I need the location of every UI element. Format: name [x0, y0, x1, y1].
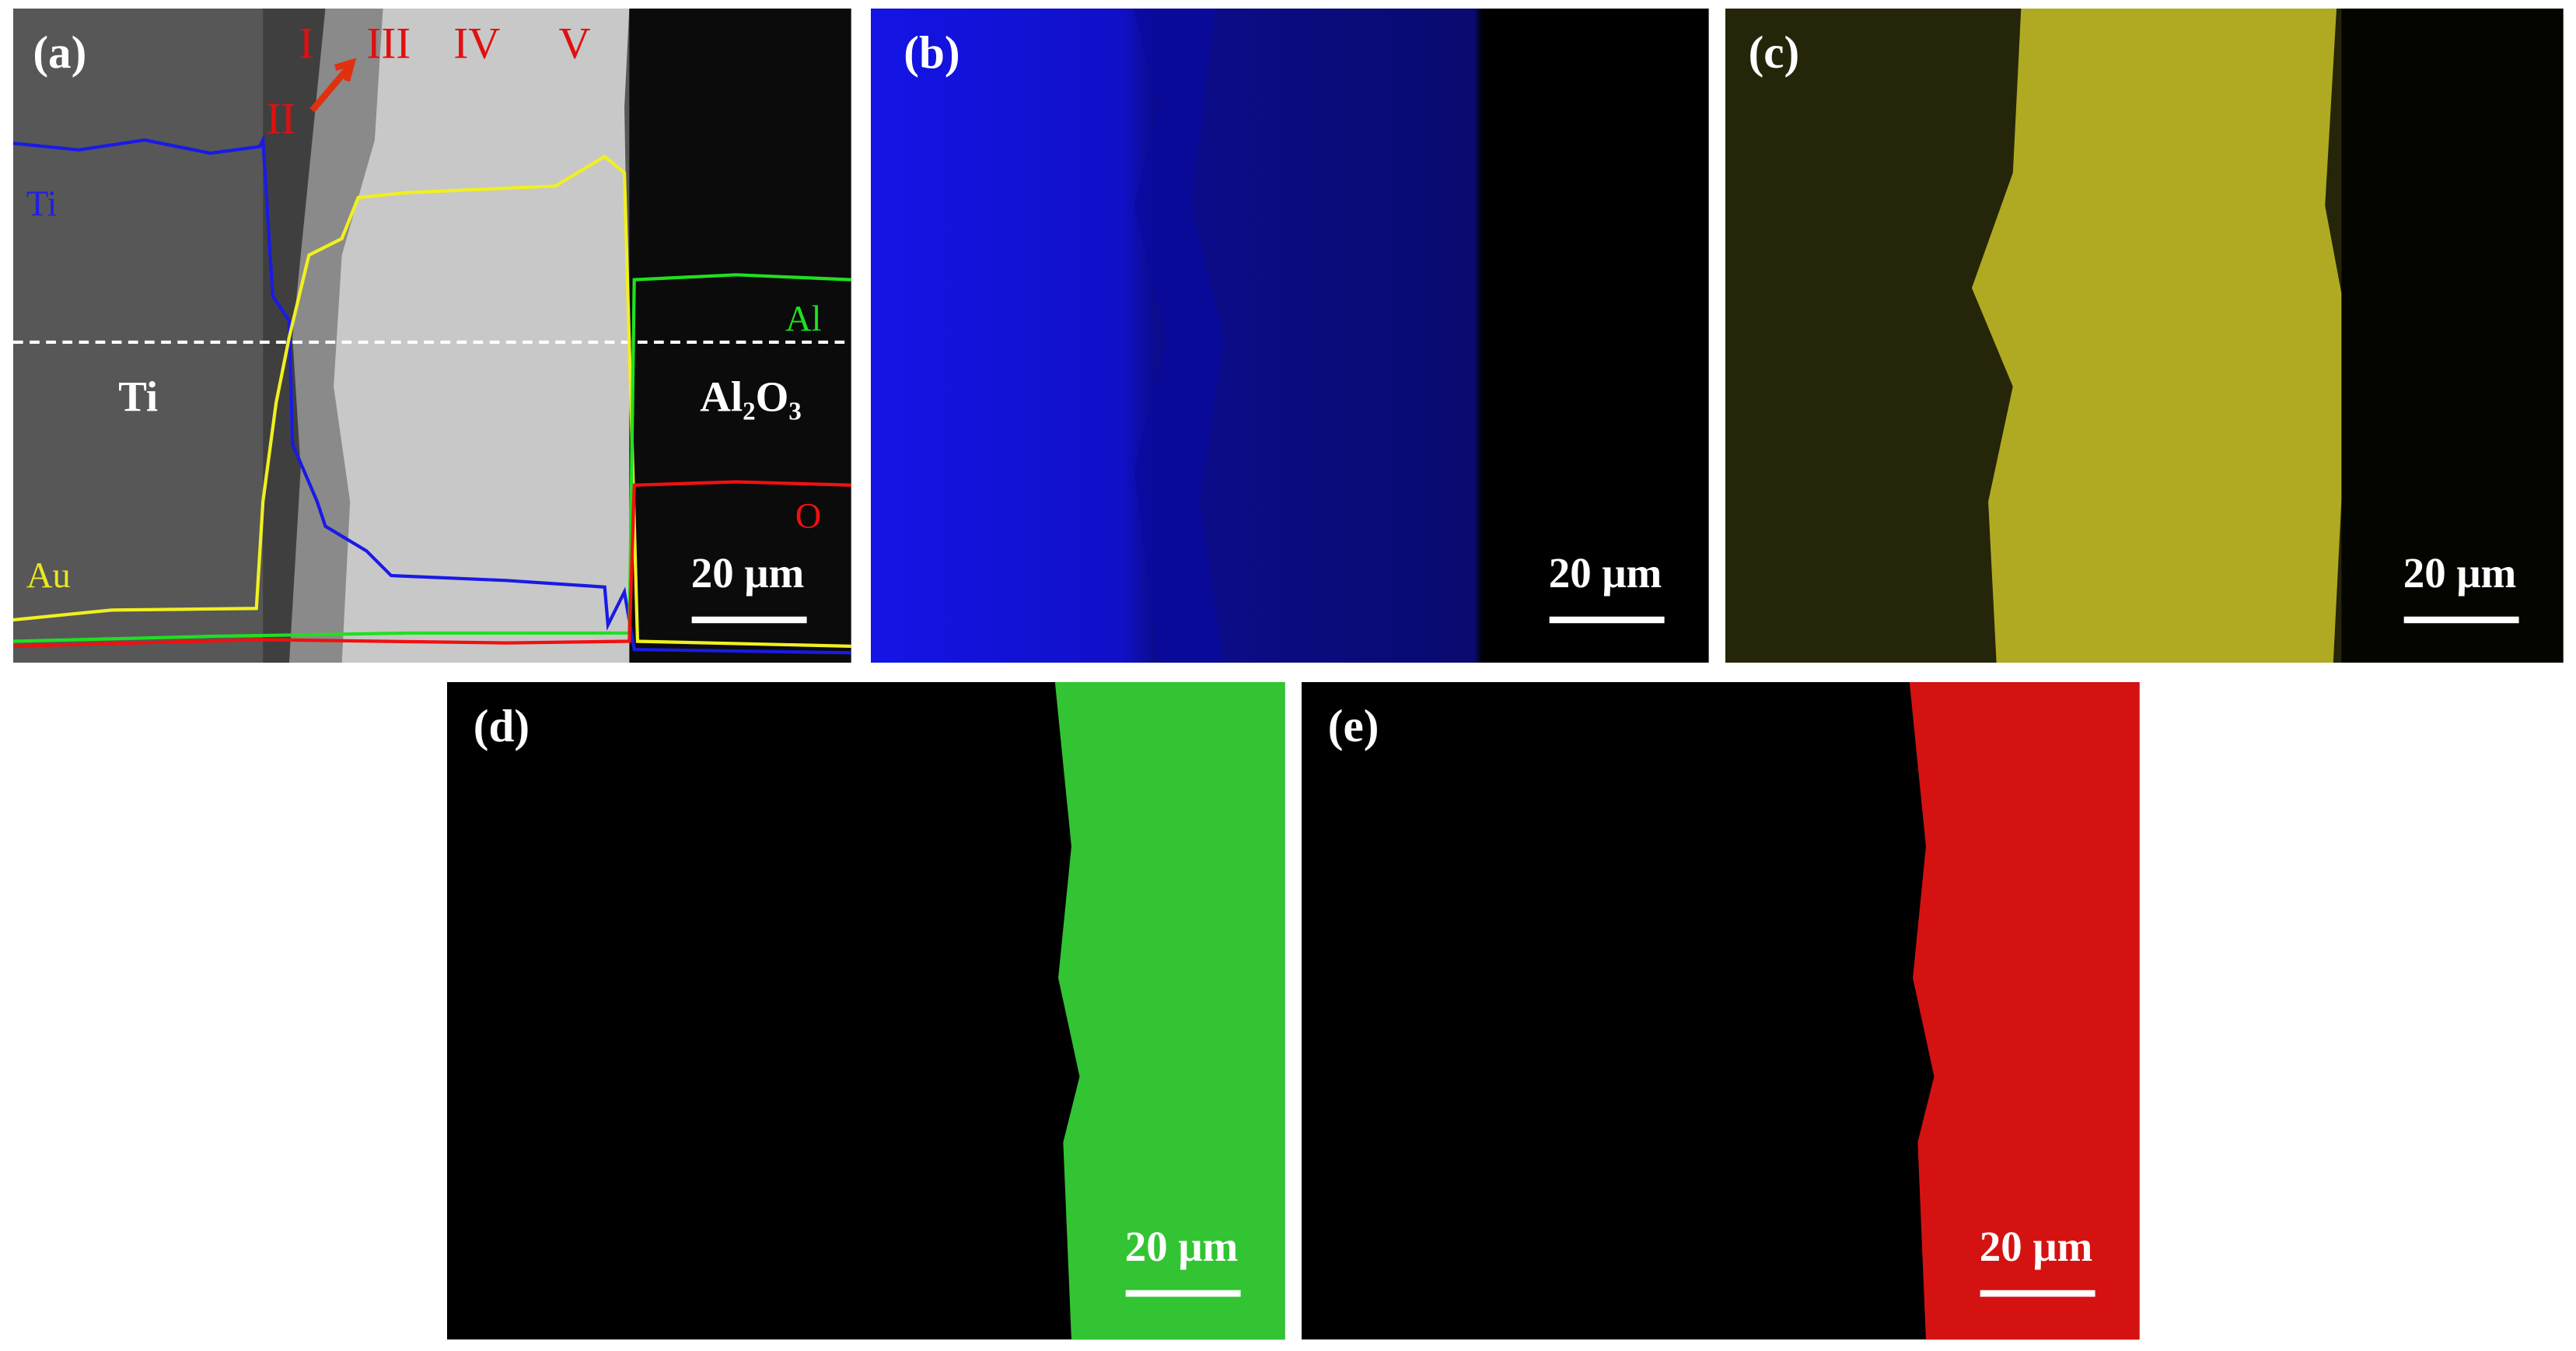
element-label: O	[795, 497, 822, 537]
panel-c: (c) 20 μm	[1725, 9, 2564, 663]
scale-bar-label: 20 μm	[1549, 549, 1662, 597]
phase-label: Al₂O₃	[700, 373, 802, 421]
panel-b: (b) 20 μm	[871, 9, 1709, 663]
o-map	[1909, 682, 2140, 1340]
panel-label: (b)	[904, 26, 959, 78]
element-label: Ti	[26, 184, 58, 224]
background	[2341, 9, 2564, 663]
panel-label: (a)	[33, 26, 86, 78]
al-map	[1054, 682, 1285, 1340]
layer-iii-v	[334, 9, 634, 663]
scale-bar-label: 20 μm	[691, 549, 805, 597]
element-label: Al	[785, 299, 821, 339]
ti-map	[871, 9, 1709, 663]
au-profile	[12, 154, 851, 648]
region-label: IV	[453, 19, 500, 68]
panel-e: (e) 20 μm	[1302, 682, 2140, 1340]
au-map	[1971, 9, 2350, 663]
layer-ii	[288, 9, 383, 663]
al2o3-region	[629, 9, 851, 663]
phase-label: Ti	[118, 373, 158, 421]
layer-i	[263, 9, 326, 663]
region-label: V	[559, 19, 591, 68]
panel-a: (a) I II III IV V Ti Al₂O₃ Ti Au Al O 20…	[12, 9, 851, 663]
panel-d: (d) 20 μm	[447, 682, 1285, 1340]
panel-label: (c)	[1749, 26, 1800, 78]
scale-bar-label: 20 μm	[2403, 549, 2517, 597]
panel-label: (d)	[474, 700, 530, 751]
region-label: I	[299, 19, 314, 68]
region-label: II	[266, 95, 295, 144]
region-label: III	[366, 19, 411, 68]
o-profile	[12, 480, 851, 648]
scale-bar-label: 20 μm	[1980, 1223, 2093, 1270]
layer	[1134, 9, 1225, 663]
ti-profile	[12, 134, 851, 655]
arrow	[309, 58, 357, 113]
scale-bar-label: 20 μm	[1125, 1223, 1239, 1270]
panel-label: (e)	[1328, 700, 1379, 751]
element-label: Au	[26, 556, 71, 596]
